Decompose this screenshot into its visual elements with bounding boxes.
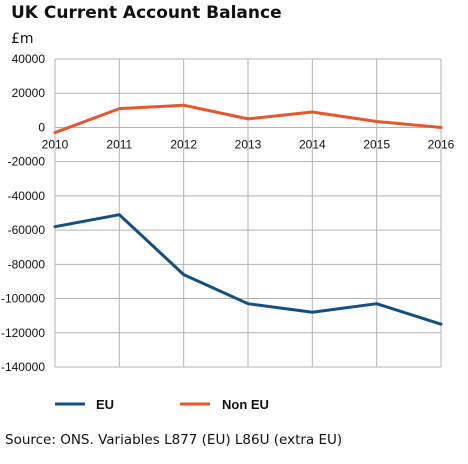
y-tick-label: -120000 <box>1 326 45 340</box>
x-tick-label: 2016 <box>428 137 455 151</box>
chart-title: UK Current Account Balance <box>11 3 282 23</box>
y-tick-label: 0 <box>38 120 45 134</box>
y-tick-label: -80000 <box>8 257 46 271</box>
x-tick-label: 2014 <box>299 137 326 151</box>
y-tick-label: -20000 <box>8 155 46 169</box>
y-tick-label: 40000 <box>12 52 46 66</box>
y-tick-label: -100000 <box>1 292 45 306</box>
y-axis-ticks: 40000 20000 0 -20000 -40000 -60000 -80000 -1000… <box>1 52 45 374</box>
legend: EU Non EU <box>55 397 269 412</box>
y-tick-label: 20000 <box>12 86 46 100</box>
x-tick-label: 2011 <box>106 137 132 151</box>
legend-label: Non EU <box>222 397 269 412</box>
y-tick-label: -60000 <box>8 223 46 237</box>
x-tick-label: 2013 <box>235 137 262 151</box>
legend-label: EU <box>96 397 114 412</box>
x-tick-label: 2010 <box>42 137 69 151</box>
x-axis-ticks: 2010 2011 2012 2013 2014 2015 2016 <box>42 137 455 151</box>
x-tick-label: 2015 <box>363 137 390 151</box>
series-lines <box>53 103 443 326</box>
series-line-non-eu <box>53 103 443 135</box>
y-tick-label: -140000 <box>1 360 45 374</box>
y-axis-unit-label: £m <box>11 31 34 47</box>
x-tick-label: 2012 <box>170 137 197 151</box>
series-line-eu <box>53 213 443 326</box>
y-tick-label: -40000 <box>8 189 46 203</box>
gridlines <box>54 58 442 368</box>
source-note: Source: ONS. Variables L877 (EU) L86U (e… <box>5 432 343 448</box>
